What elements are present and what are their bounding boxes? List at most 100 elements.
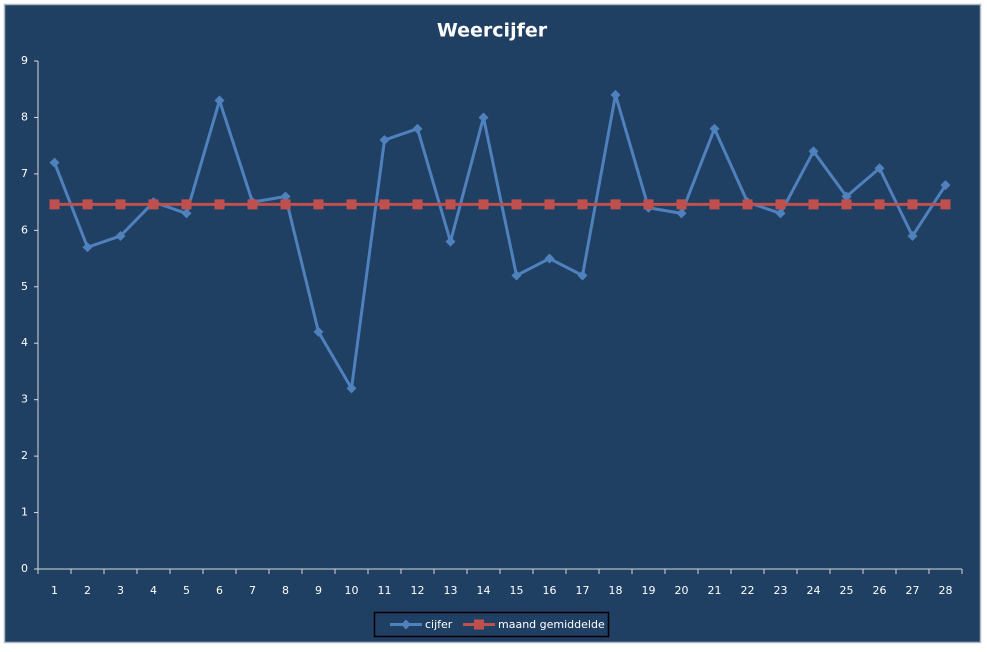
legend-box <box>373 611 610 638</box>
y-tick-label: 4 <box>21 336 28 349</box>
data-point <box>82 199 93 210</box>
y-tick-label: 5 <box>21 280 28 293</box>
x-tick-label: 14 <box>477 584 491 597</box>
y-tick-label: 7 <box>21 167 28 180</box>
data-point <box>808 146 819 157</box>
x-tick-label: 6 <box>216 584 223 597</box>
y-tick-label: 1 <box>21 506 28 519</box>
x-tick-label: 7 <box>249 584 256 597</box>
x-tick-label: 9 <box>315 584 322 597</box>
x-tick-label: 13 <box>444 584 458 597</box>
legend-marker <box>401 619 411 630</box>
x-tick-label: 11 <box>378 584 392 597</box>
chart-title: Weercijfer <box>437 20 548 42</box>
data-point <box>412 199 423 210</box>
x-tick-label: 10 <box>345 584 359 597</box>
x-tick-label: 12 <box>411 584 425 597</box>
data-point <box>874 163 885 174</box>
x-tick-label: 22 <box>741 584 755 597</box>
data-point <box>940 180 951 191</box>
x-tick-label: 3 <box>117 584 124 597</box>
data-point <box>676 199 687 210</box>
data-point <box>214 95 225 106</box>
x-tick-label: 1 <box>51 584 58 597</box>
x-tick-label: 21 <box>708 584 722 597</box>
x-tick-label: 18 <box>609 584 623 597</box>
data-point <box>478 199 489 210</box>
data-point <box>313 199 324 210</box>
data-point <box>511 199 522 210</box>
x-tick-label: 19 <box>642 584 656 597</box>
y-tick-label: 9 <box>21 54 28 67</box>
data-point <box>907 230 918 241</box>
legend-label: cijfer <box>425 618 453 631</box>
data-point <box>82 242 93 253</box>
data-point <box>775 208 786 219</box>
data-point <box>544 253 555 264</box>
data-point <box>742 199 753 210</box>
x-tick-label: 2 <box>84 584 91 597</box>
data-point <box>280 199 291 210</box>
x-tick-label: 27 <box>906 584 920 597</box>
data-point <box>346 383 357 394</box>
data-point <box>115 199 126 210</box>
series-line <box>53 94 947 393</box>
data-point <box>280 191 291 202</box>
data-point <box>379 135 390 146</box>
data-point <box>808 199 819 210</box>
data-point <box>511 270 522 281</box>
y-tick-label: 2 <box>21 449 28 462</box>
data-point <box>445 199 456 210</box>
data-point <box>841 191 852 202</box>
data-point <box>610 199 621 210</box>
x-tick-label: 28 <box>939 584 953 597</box>
x-tick-label: 16 <box>543 584 557 597</box>
data-point <box>247 199 258 210</box>
data-point <box>49 199 60 210</box>
data-point <box>577 199 588 210</box>
x-tick-label: 17 <box>576 584 590 597</box>
data-point <box>874 199 885 210</box>
data-point <box>115 230 126 241</box>
y-tick-label: 8 <box>21 110 28 123</box>
legend-marker <box>474 619 484 630</box>
data-point <box>214 199 225 210</box>
x-tick-label: 15 <box>510 584 524 597</box>
data-point <box>907 199 918 210</box>
data-point <box>379 199 390 210</box>
data-point <box>445 236 456 247</box>
data-point <box>610 89 621 100</box>
data-point <box>148 199 159 210</box>
x-tick-label: 26 <box>873 584 887 597</box>
data-point <box>577 270 588 281</box>
data-point <box>181 208 192 219</box>
x-tick-label: 20 <box>675 584 689 597</box>
data-point <box>841 199 852 210</box>
y-tick-label: 3 <box>21 393 28 406</box>
data-point <box>49 157 60 168</box>
data-point <box>940 199 951 210</box>
x-tick-label: 25 <box>840 584 854 597</box>
data-point <box>709 123 720 134</box>
data-point <box>709 199 720 210</box>
x-tick-label: 4 <box>150 584 157 597</box>
y-tick-label: 6 <box>21 223 28 236</box>
chart-area <box>3 3 982 644</box>
legend-label: maand gemiddelde <box>498 618 605 631</box>
x-tick-label: 24 <box>807 584 821 597</box>
y-tick-label: 0 <box>21 562 28 575</box>
x-tick-label: 5 <box>183 584 190 597</box>
x-tick-label: 8 <box>282 584 289 597</box>
data-point <box>346 199 357 210</box>
data-point <box>181 199 192 210</box>
data-point <box>775 199 786 210</box>
x-tick-label: 23 <box>774 584 788 597</box>
data-point <box>676 208 687 219</box>
data-point <box>478 112 489 123</box>
data-point <box>412 123 423 134</box>
data-point <box>643 199 654 210</box>
data-point <box>313 326 324 337</box>
data-point <box>544 199 555 210</box>
